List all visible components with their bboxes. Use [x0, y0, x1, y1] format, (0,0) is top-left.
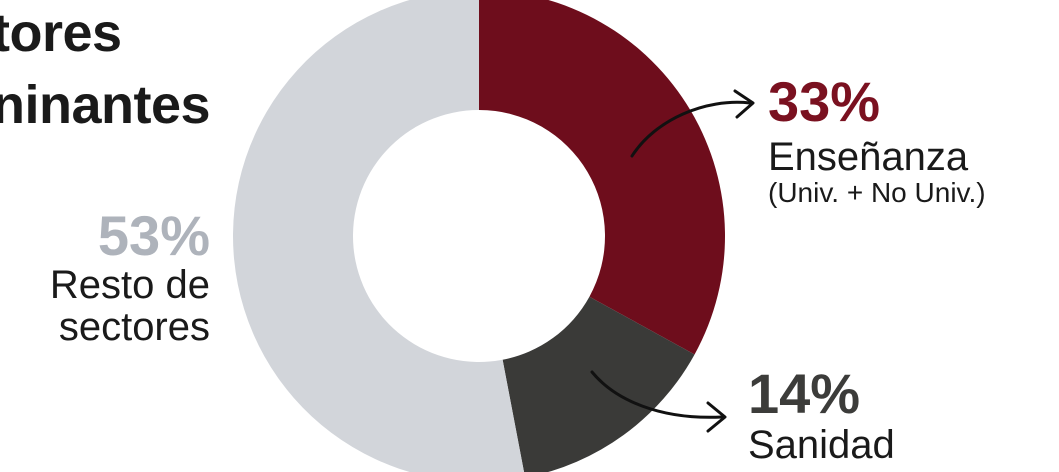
label-ensenanza: 33% Enseñanza (Univ. + No Univ.): [768, 74, 986, 209]
category-label-sanidad: Sanidad: [748, 423, 895, 467]
label-sanidad: 14% Sanidad: [748, 362, 895, 467]
category-label-resto-line2: sectores: [58, 305, 210, 349]
arrow-sanidad: [590, 370, 724, 419]
slice-resto-de-sectores: [233, 0, 525, 472]
donut-slices: [233, 0, 725, 472]
value-label-ensenanza: 33%: [768, 70, 881, 133]
slice-sanidad: [502, 296, 695, 472]
category-label-ensenanza: Enseñanza: [768, 135, 969, 179]
chart-title-line-1: tores: [0, 3, 122, 63]
arrow-enseñanza: [630, 100, 752, 158]
category-sublabel-ensenanza: (Univ. + No Univ.): [768, 177, 986, 208]
category-label-resto-line1: Resto de: [49, 263, 210, 307]
slice-enseñanza: [479, 0, 725, 355]
arrow-enseñanza-head: [733, 89, 755, 119]
chart-title-line-2: ninantes: [0, 75, 211, 135]
value-label-sanidad: 14%: [748, 362, 861, 425]
value-label-resto: 53%: [97, 204, 210, 267]
annotation-arrows: [590, 89, 755, 433]
arrow-sanidad-head: [706, 401, 727, 433]
label-resto-de-sectores: 53% Resto de sectores: [0, 204, 210, 349]
